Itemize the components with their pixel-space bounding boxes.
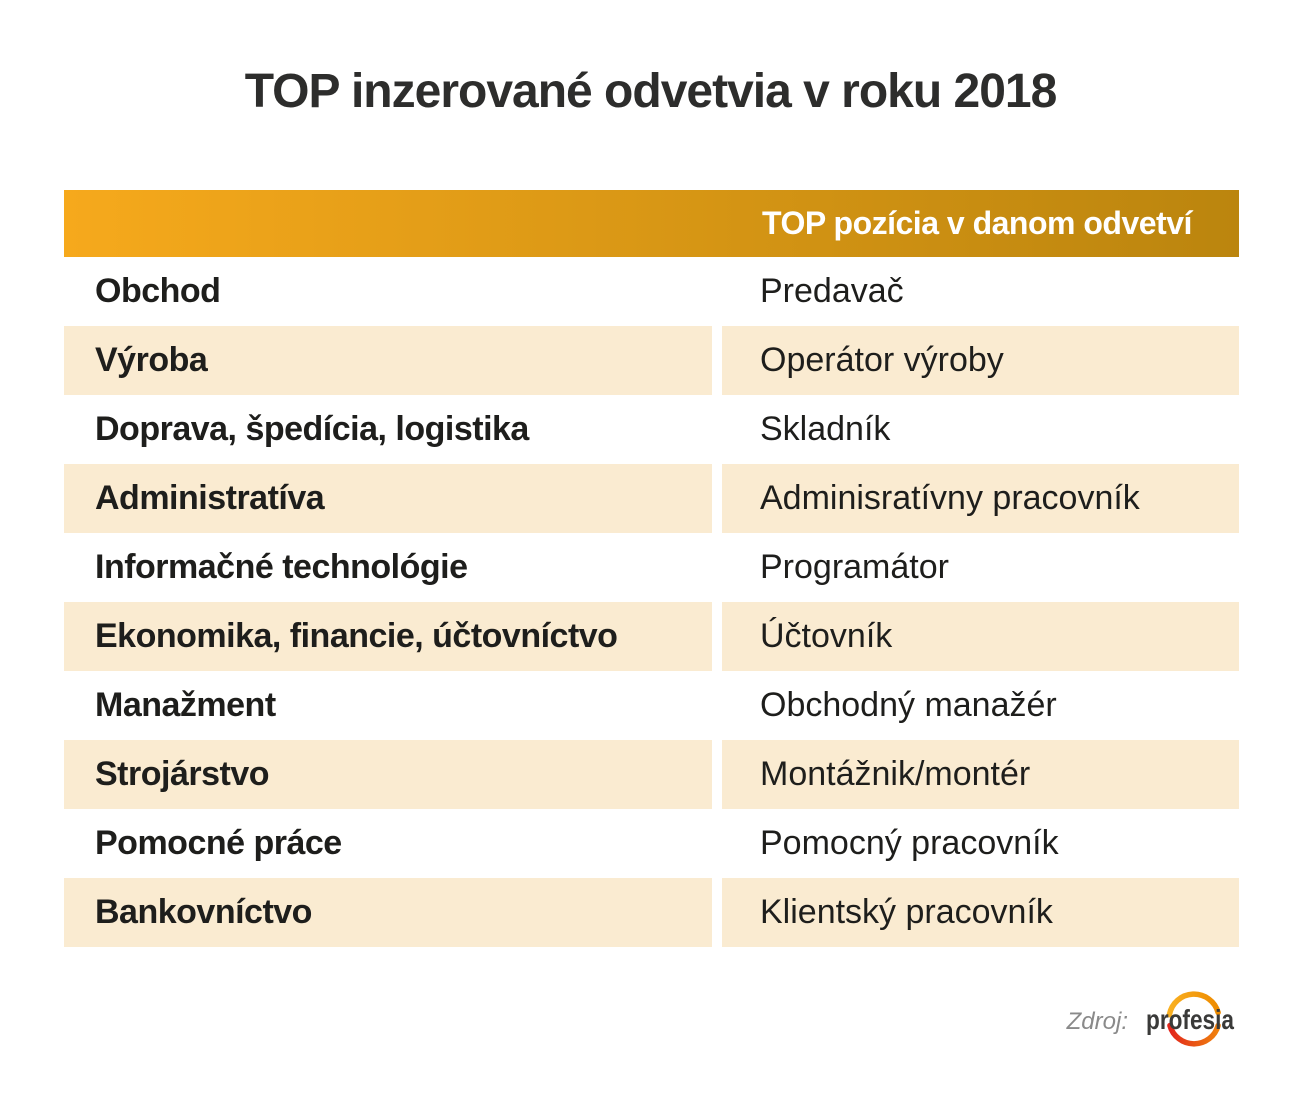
table-row: Administratíva Adminisratívny pracovník [64,464,1239,533]
column-gap [712,533,722,602]
table-row: Výroba Operátor výroby [64,326,1239,395]
industry-cell: Doprava, špedícia, logistika [95,410,529,448]
table-body: Obchod Predavač Výroba Operátor výroby Dopra… [64,257,1239,947]
source-label: Zdroj: [1066,1008,1128,1035]
column-header-top-position: TOP pozícia v danom odvetví [762,205,1192,241]
industry-cell: Informačné technológie [95,548,468,586]
column-gap [712,671,722,740]
table-row: Informačné technológie Programátor [64,533,1239,602]
position-cell: Adminisratívny pracovník [722,464,1239,533]
table-row: Pomocné práce Pomocný pracovník [64,809,1239,878]
logo-arc-top-icon [1166,991,1221,1018]
column-gap [712,740,722,809]
column-gap [712,257,722,326]
industry-cell: Obchod [95,272,221,310]
position-cell: Predavač [760,272,904,310]
table-row: Doprava, špedícia, logistika Skladník [64,395,1239,464]
column-gap [712,809,722,878]
position-cell: Skladník [760,410,891,448]
industry-cell: Výroba [64,326,712,395]
table-row: Strojárstvo Montážnik/montér [64,740,1239,809]
profesia-logo: profesia [1146,991,1234,1047]
industry-cell: Pomocné práce [95,824,342,862]
industry-cell: Ekonomika, financie, účtovníctvo [64,602,712,671]
table-row: Bankovníctvo Klientský pracovník [64,878,1239,947]
source-footer: Zdroj: profesia [1067,983,1245,1061]
table-header-row: TOP pozícia v danom odvetví [64,190,1239,257]
industry-cell: Administratíva [64,464,712,533]
logo-arc-bottom-icon [1167,1022,1221,1047]
table-row: Ekonomika, financie, účtovníctvo Účtovník [64,602,1239,671]
table-row: Manažment Obchodný manažér [64,671,1239,740]
industry-cell: Bankovníctvo [64,878,712,947]
brand-wordmark: profesia [1146,1004,1234,1035]
position-cell: Programátor [760,548,949,586]
position-cell: Montážnik/montér [722,740,1239,809]
column-gap [712,602,722,671]
position-cell: Obchodný manažér [760,686,1057,724]
position-cell: Účtovník [722,602,1239,671]
position-cell: Klientský pracovník [722,878,1239,947]
column-gap [712,326,722,395]
table-row: Obchod Predavač [64,257,1239,326]
industries-table: TOP pozícia v danom odvetví Obchod Predav… [64,190,1239,947]
column-gap [712,395,722,464]
industry-cell: Strojárstvo [64,740,712,809]
column-gap [712,464,722,533]
industry-cell: Manažment [95,686,276,724]
position-cell: Pomocný pracovník [760,824,1059,862]
position-cell: Operátor výroby [722,326,1239,395]
page-title: TOP inzerované odvetvia v roku 2018 [244,65,1058,118]
column-gap [712,878,722,947]
